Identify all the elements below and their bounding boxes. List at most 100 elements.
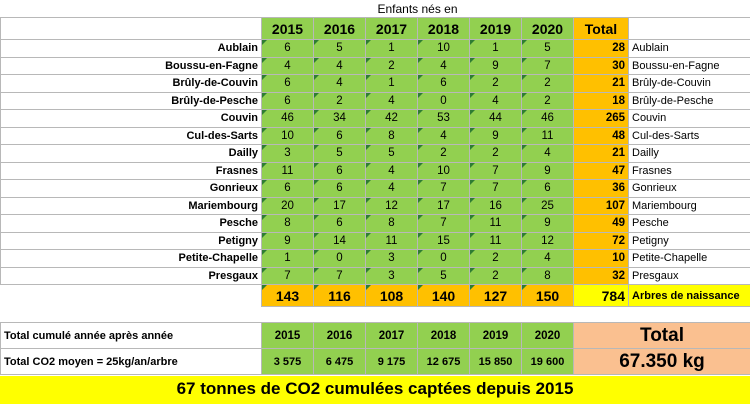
birth-count: 10: [417, 39, 470, 58]
year-header: 2019: [469, 17, 522, 40]
blank-cell: [628, 17, 750, 40]
birth-count: 6: [313, 126, 366, 145]
village-total: 18: [573, 91, 629, 110]
birth-count: 25: [521, 196, 574, 215]
birth-count: 12: [365, 196, 418, 215]
village-name-right: Brûly-de-Couvin: [628, 74, 750, 93]
co2-table: Total cumulé année après année 2015 2016…: [0, 322, 750, 375]
caption-row: Enfants nés en: [1, 0, 750, 18]
birth-count: 53: [417, 109, 470, 128]
village-total: 49: [573, 214, 629, 233]
total-header: Total: [573, 17, 629, 40]
blank-cell: [574, 0, 629, 18]
birth-count: 46: [261, 109, 314, 128]
birth-count: 4: [313, 74, 366, 93]
birth-count: 6: [261, 74, 314, 93]
village-label: Brûly-de-Couvin: [0, 74, 262, 93]
birth-count: 2: [417, 144, 470, 163]
year-total: 150: [521, 284, 574, 307]
village-name-right: Petigny: [628, 231, 750, 250]
birth-count: 9: [521, 214, 574, 233]
village-name-right: Aublain: [628, 39, 750, 58]
birth-count: 6: [417, 74, 470, 93]
village-name-right: Boussu-en-Fagne: [628, 56, 750, 75]
birth-count: 2: [521, 74, 574, 93]
year-totals-row: 143 116 108 140 127 150 784 Arbres de naissance: [0, 284, 750, 307]
birth-count: 8: [521, 266, 574, 285]
cumulative-year: 2016: [313, 322, 366, 349]
village-label: Couvin: [0, 109, 262, 128]
table-row: Petite-Chapelle 1 0 3 0 2 4 10 Petite-Chapelle: [0, 249, 750, 268]
birth-count: 6: [261, 179, 314, 198]
co2-total-value: 67.350 kg: [573, 348, 750, 375]
village-label: Gonrieux: [0, 179, 262, 198]
co2-banner: 67 tonnes de CO2 cumulées captées depuis…: [0, 376, 750, 404]
birth-count: 4: [365, 179, 418, 198]
birth-count: 7: [469, 161, 522, 180]
birth-count: 5: [417, 266, 470, 285]
birth-count: 11: [469, 214, 522, 233]
grand-total: 784: [573, 284, 629, 307]
birth-count: 11: [521, 126, 574, 145]
table-row: Gonrieux 6 6 4 7 7 6 36 Gonrieux: [0, 179, 750, 198]
birth-count: 4: [469, 91, 522, 110]
blank-cell: [629, 0, 750, 18]
births-table-body: Enfants nés en 2015 2016 2017 2018 2019 …: [0, 0, 750, 307]
village-name-right: Brûly-de-Pesche: [628, 91, 750, 110]
table-row: Cul-des-Sarts 10 6 8 4 9 11 48 Cul-des-Sarts: [0, 126, 750, 145]
birth-count: 5: [313, 144, 366, 163]
birth-count: 6: [261, 39, 314, 58]
cumulative-year: 2020: [521, 322, 574, 349]
birth-count: 9: [469, 126, 522, 145]
co2-total-title: Total: [573, 322, 750, 349]
birth-count: 4: [521, 249, 574, 268]
co2-value: 19 600: [521, 348, 574, 375]
year-total: 108: [365, 284, 418, 307]
birth-count: 11: [469, 231, 522, 250]
co2-value: 12 675: [417, 348, 470, 375]
birth-count: 0: [313, 249, 366, 268]
birth-count: 46: [521, 109, 574, 128]
table-row: Pesche 8 6 8 7 11 9 49 Pesche: [0, 214, 750, 233]
birth-count: 2: [469, 266, 522, 285]
birth-count: 2: [313, 91, 366, 110]
birth-count: 3: [365, 249, 418, 268]
birth-count: 34: [313, 109, 366, 128]
birth-count: 2: [469, 144, 522, 163]
village-name-right: Cul-des-Sarts: [628, 126, 750, 145]
year-total: 116: [313, 284, 366, 307]
births-table: Enfants nés en 2015 2016 2017 2018 2019 …: [0, 0, 750, 307]
birth-count: 8: [365, 126, 418, 145]
birth-count: 1: [365, 74, 418, 93]
village-name-right: Dailly: [628, 144, 750, 163]
village-name-right: Mariembourg: [628, 196, 750, 215]
co2-value: 6 475: [313, 348, 366, 375]
village-label: Boussu-en-Fagne: [0, 56, 262, 75]
table-row: Brûly-de-Couvin 6 4 1 6 2 2 21 Brûly-de-Couvin: [0, 74, 750, 93]
village-label: Brûly-de-Pesche: [0, 91, 262, 110]
village-total: 265: [573, 109, 629, 128]
birth-count: 17: [313, 196, 366, 215]
birth-count: 5: [521, 39, 574, 58]
table-row: Mariembourg 20 17 12 17 16 25 107 Mariembourg: [0, 196, 750, 215]
birth-count: 6: [313, 161, 366, 180]
co2-value: 15 850: [469, 348, 522, 375]
blank-cell: [0, 284, 262, 307]
birth-count: 4: [261, 56, 314, 75]
co2-value: 3 575: [261, 348, 314, 375]
birth-count: 15: [417, 231, 470, 250]
birth-count: 6: [521, 179, 574, 198]
cumulative-year: 2017: [365, 322, 418, 349]
village-label: Cul-des-Sarts: [0, 126, 262, 145]
birth-count: 16: [469, 196, 522, 215]
birth-count: 9: [521, 161, 574, 180]
birth-count: 5: [313, 39, 366, 58]
village-total: 107: [573, 196, 629, 215]
village-label: Presgaux: [0, 266, 262, 285]
birth-count: 2: [469, 249, 522, 268]
birth-count: 7: [469, 179, 522, 198]
village-total: 21: [573, 74, 629, 93]
birth-count: 5: [365, 144, 418, 163]
village-total: 36: [573, 179, 629, 198]
birth-count: 17: [417, 196, 470, 215]
